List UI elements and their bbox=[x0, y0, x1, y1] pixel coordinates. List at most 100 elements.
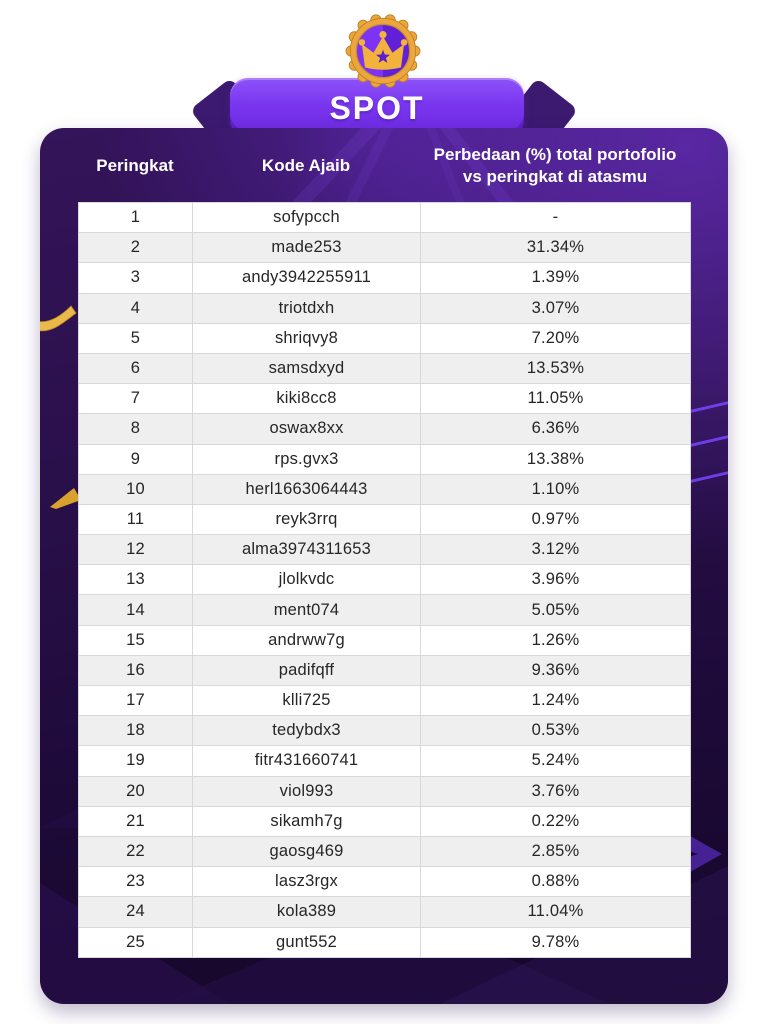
diff-cell: 0.53% bbox=[421, 716, 691, 747]
table-header-row: Peringkat Kode Ajaib Perbedaan (%) total… bbox=[78, 138, 690, 194]
code-cell: oswax8xx bbox=[193, 414, 421, 445]
diff-cell: 0.88% bbox=[421, 867, 691, 898]
table-row: 13 jlolkvdc 3.96% bbox=[79, 565, 691, 596]
code-cell: ment074 bbox=[193, 595, 421, 626]
rank-cell: 25 bbox=[79, 927, 193, 958]
rank-cell: 23 bbox=[79, 867, 193, 898]
code-cell: viol993 bbox=[193, 776, 421, 807]
rank-cell: 1 bbox=[79, 203, 193, 234]
rank-cell: 17 bbox=[79, 686, 193, 717]
rank-cell: 8 bbox=[79, 414, 193, 445]
diff-cell: - bbox=[421, 203, 691, 234]
rank-cell: 4 bbox=[79, 293, 193, 324]
diff-cell: 3.07% bbox=[421, 293, 691, 324]
table-row: 21 sikamh7g 0.22% bbox=[79, 806, 691, 837]
diff-cell: 9.78% bbox=[421, 927, 691, 958]
rank-cell: 15 bbox=[79, 625, 193, 656]
rank-cell: 24 bbox=[79, 897, 193, 928]
rank-cell: 11 bbox=[79, 504, 193, 536]
code-cell: jlolkvdc bbox=[193, 565, 421, 596]
diff-cell: 31.34% bbox=[421, 233, 691, 264]
table-row: 3 andy3942255911 1.39% bbox=[79, 263, 691, 294]
table-row: 9 rps.gvx3 13.38% bbox=[79, 444, 691, 475]
leaderboard-table: 1 sofypcch -2 made253 31.34% 3 andy3942255911 1… bbox=[78, 202, 691, 958]
rank-cell: 13 bbox=[79, 565, 193, 596]
diff-cell: 5.05% bbox=[421, 595, 691, 626]
leaderboard-card: Peringkat Kode Ajaib Perbedaan (%) total… bbox=[40, 128, 728, 1004]
diff-cell: 0.97% bbox=[421, 504, 691, 536]
rank-cell: 18 bbox=[79, 716, 193, 747]
code-cell: klli725 bbox=[193, 686, 421, 717]
rank-cell: 7 bbox=[79, 384, 193, 415]
diff-cell: 11.05% bbox=[421, 384, 691, 415]
code-cell: sikamh7g bbox=[193, 806, 421, 837]
code-cell: kola389 bbox=[193, 897, 421, 928]
rank-cell: 3 bbox=[79, 263, 193, 294]
table-row: 6 samsdxyd 13.53% bbox=[79, 353, 691, 385]
code-cell: padifqff bbox=[193, 655, 421, 686]
code-cell: fitr431660741 bbox=[193, 746, 421, 777]
gold-ribbon-tip-icon bbox=[50, 488, 81, 509]
table-row: 20 viol993 3.76% bbox=[79, 776, 691, 807]
diff-cell: 1.26% bbox=[421, 625, 691, 656]
diff-cell: 6.36% bbox=[421, 414, 691, 445]
table-row: 16 padifqff 9.36% bbox=[79, 655, 691, 686]
rank-cell: 19 bbox=[79, 746, 193, 777]
diff-cell: 2.85% bbox=[421, 836, 691, 868]
rank-cell: 16 bbox=[79, 655, 193, 686]
code-cell: kiki8cc8 bbox=[193, 384, 421, 415]
rank-cell: 9 bbox=[79, 444, 193, 475]
code-cell: triotdxh bbox=[193, 293, 421, 324]
table-row: 17 klli725 1.24% bbox=[79, 686, 691, 717]
table-row: 7 kiki8cc8 11.05% bbox=[79, 384, 691, 415]
diff-cell: 5.24% bbox=[421, 746, 691, 777]
rank-cell: 6 bbox=[79, 353, 193, 385]
code-cell: reyk3rrq bbox=[193, 504, 421, 536]
header-code: Kode Ajaib bbox=[261, 155, 351, 175]
table-row: 23 lasz3rgx 0.88% bbox=[79, 867, 691, 898]
code-cell: rps.gvx3 bbox=[193, 444, 421, 475]
table-row: 1 sofypcch - bbox=[79, 203, 691, 234]
table-row: 14 ment074 5.05% bbox=[79, 595, 691, 626]
rank-cell: 12 bbox=[79, 535, 193, 566]
star-icon bbox=[376, 49, 390, 63]
code-cell: sofypcch bbox=[193, 203, 421, 234]
rank-cell: 10 bbox=[79, 474, 193, 505]
rank-cell: 2 bbox=[79, 233, 193, 264]
diff-cell: 13.53% bbox=[421, 353, 691, 385]
table-row: 19 fitr431660741 5.24% bbox=[79, 746, 691, 777]
diff-cell: 7.20% bbox=[421, 323, 691, 354]
diff-cell: 9.36% bbox=[421, 655, 691, 686]
diff-cell: 1.10% bbox=[421, 474, 691, 505]
diff-cell: 11.04% bbox=[421, 897, 691, 928]
code-cell: lasz3rgx bbox=[193, 867, 421, 898]
code-cell: gunt552 bbox=[193, 927, 421, 958]
table-row: 22 gaosg469 2.85% bbox=[79, 836, 691, 868]
table-row: 18 tedybdx3 0.53% bbox=[79, 716, 691, 747]
crown-icon bbox=[358, 31, 408, 70]
crown-medallion-icon bbox=[340, 8, 426, 94]
rank-cell: 14 bbox=[79, 595, 193, 626]
code-cell: andrww7g bbox=[193, 625, 421, 656]
table-row: 12 alma3974311653 3.12% bbox=[79, 535, 691, 566]
code-cell: samsdxyd bbox=[193, 353, 421, 385]
table-row: 8 oswax8xx 6.36% bbox=[79, 414, 691, 445]
header-rank: Peringkat bbox=[96, 155, 174, 175]
code-cell: andy3942255911 bbox=[193, 263, 421, 294]
diff-cell: 3.12% bbox=[421, 535, 691, 566]
table-row: 4 triotdxh 3.07% bbox=[79, 293, 691, 324]
code-cell: herl1663064443 bbox=[193, 474, 421, 505]
table-row: 24 kola389 11.04% bbox=[79, 897, 691, 928]
diff-cell: 0.22% bbox=[421, 806, 691, 837]
code-cell: gaosg469 bbox=[193, 836, 421, 868]
rank-cell: 21 bbox=[79, 806, 193, 837]
table-row: 2 made253 31.34% bbox=[79, 233, 691, 264]
rank-cell: 5 bbox=[79, 323, 193, 354]
table-row: 10 herl1663064443 1.10% bbox=[79, 474, 691, 505]
spot-banner-title: SPOT bbox=[329, 89, 425, 126]
diff-cell: 3.96% bbox=[421, 565, 691, 596]
gold-ribbon-icon bbox=[40, 305, 77, 332]
table-row: 15 andrww7g 1.26% bbox=[79, 625, 691, 656]
diff-cell: 13.38% bbox=[421, 444, 691, 475]
